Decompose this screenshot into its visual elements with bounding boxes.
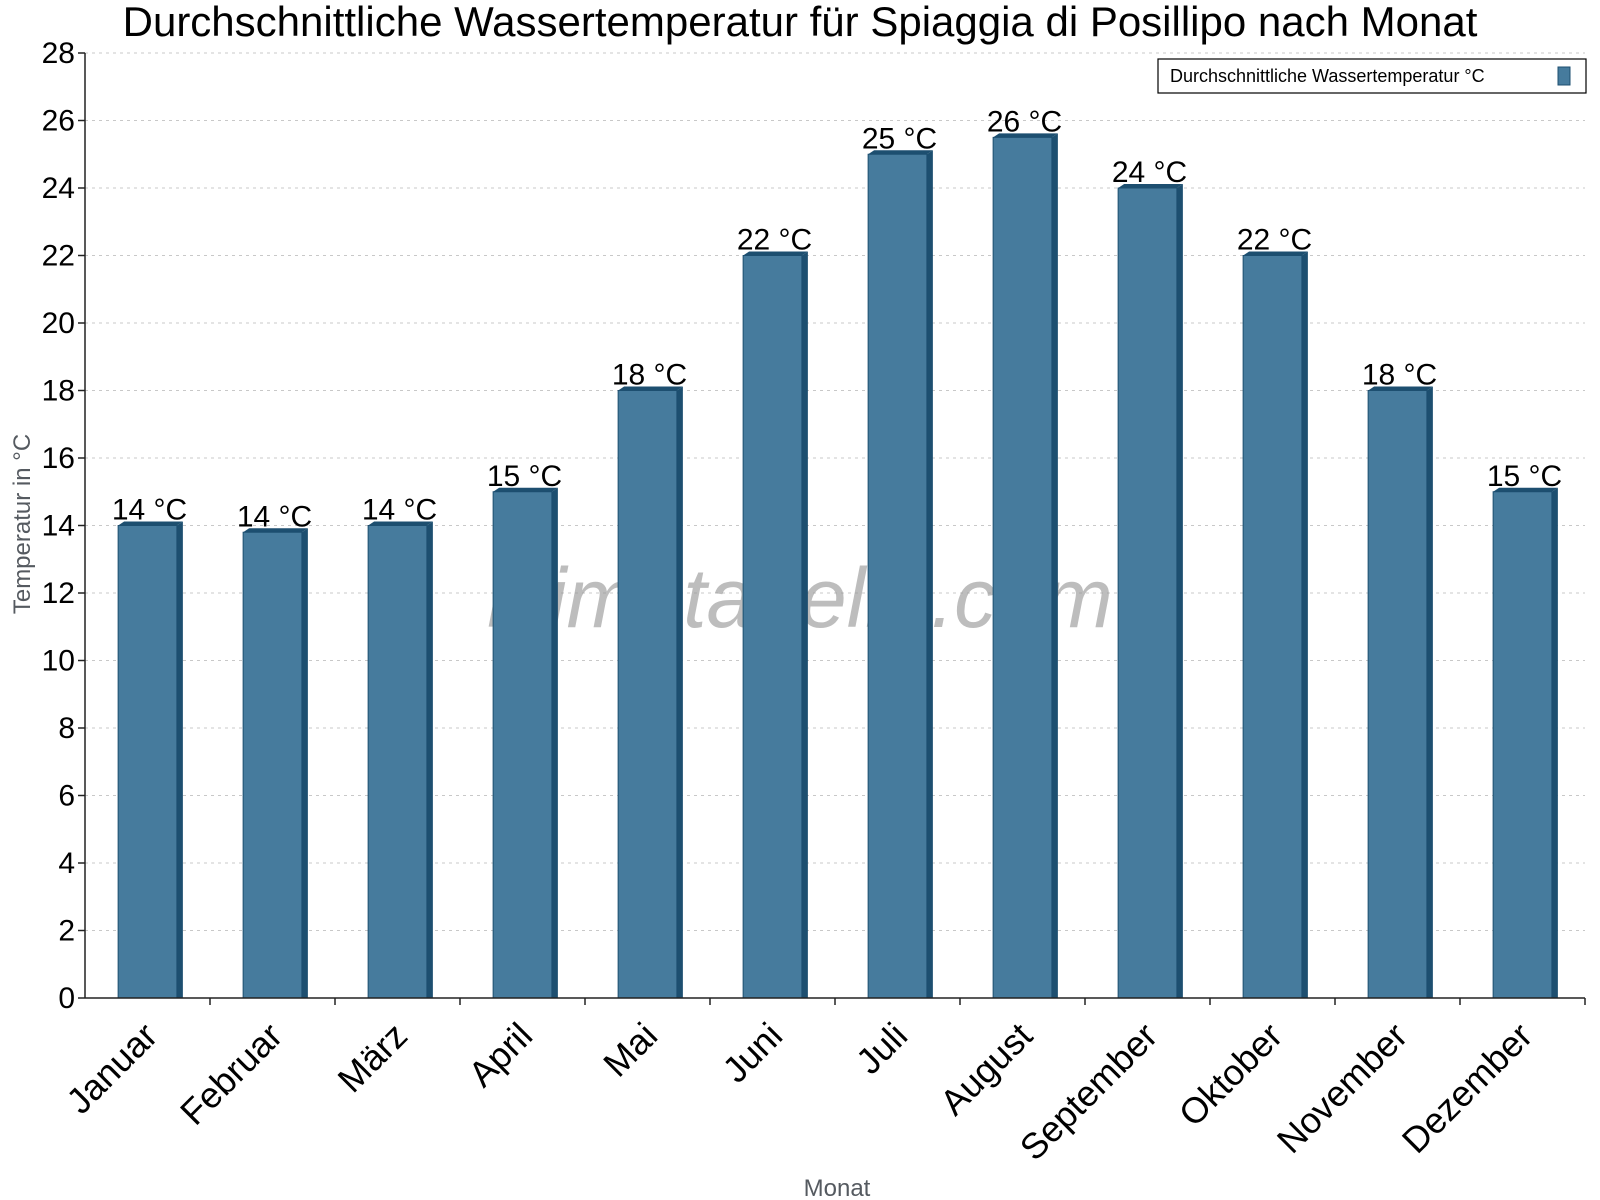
bar-side <box>926 150 933 998</box>
legend: Durchschnittliche Wassertemperatur °C <box>1157 58 1587 94</box>
bar-value-label: 18 °C <box>612 359 687 392</box>
axes <box>78 52 1586 1005</box>
bar-value-label: 22 °C <box>737 224 812 257</box>
bar <box>617 390 678 999</box>
bar <box>492 491 553 999</box>
y-tick-label: 12 <box>42 577 75 610</box>
y-tick-label: 24 <box>42 172 75 205</box>
legend-swatch <box>1557 66 1571 86</box>
bar-side <box>1176 184 1183 998</box>
bar-top <box>868 150 933 155</box>
bar-side <box>1426 386 1433 998</box>
y-tick-label: 6 <box>58 780 75 813</box>
y-tick-label: 22 <box>42 240 75 273</box>
bar-side <box>1551 487 1558 998</box>
bar <box>1242 255 1303 999</box>
bar-value-label: 25 °C <box>862 122 937 155</box>
y-tick-label: 16 <box>42 442 75 475</box>
bar-top <box>118 521 183 526</box>
bar <box>367 525 428 999</box>
x-axis-label: Monat <box>804 1175 871 1200</box>
bar-top <box>243 528 308 533</box>
data-labels: 14 °C 14 °C 14 °C 15 °C 18 °C 22 °C 25 °C 26 °C… <box>112 105 1562 533</box>
legend-box <box>1157 58 1587 94</box>
bar <box>992 136 1053 999</box>
bar-value-label: 24 °C <box>1112 156 1187 189</box>
bar <box>742 255 803 999</box>
legend-label: Durchschnittliche Wassertemperatur °C <box>1170 66 1485 86</box>
y-tick-label: 28 <box>42 37 75 70</box>
bar <box>1367 390 1428 999</box>
y-tick-label: 10 <box>42 645 75 678</box>
bar-value-label: 14 °C <box>112 494 187 527</box>
bar-side <box>676 386 683 998</box>
bar-top <box>493 487 558 492</box>
bar-top <box>1368 386 1433 391</box>
bar-value-label: 22 °C <box>1237 224 1312 257</box>
y-tick-label: 0 <box>58 982 75 1015</box>
bar-value-label: 14 °C <box>237 500 312 533</box>
bar <box>242 531 303 999</box>
y-tick-label: 18 <box>42 375 75 408</box>
bar-side <box>1051 133 1058 998</box>
y-tick-label: 26 <box>42 105 75 138</box>
bar-top <box>993 133 1058 138</box>
bar <box>117 525 178 999</box>
bar-value-label: 15 °C <box>1487 460 1562 493</box>
bar-side <box>176 521 183 998</box>
y-tick-label: 4 <box>58 847 75 880</box>
bars <box>117 133 1558 999</box>
bar-side <box>1301 251 1308 998</box>
y-axis-label: Temperatur in °C <box>9 434 36 614</box>
bar-side <box>801 251 808 998</box>
bar-side <box>426 521 433 998</box>
bar-top <box>618 386 683 391</box>
bar <box>1492 491 1553 999</box>
bar-value-label: 18 °C <box>1362 359 1437 392</box>
bar-top <box>1493 487 1558 492</box>
gridlines <box>85 52 1585 931</box>
bar <box>1117 187 1178 999</box>
y-tick-label: 8 <box>58 712 75 745</box>
bar-top <box>1118 184 1183 188</box>
y-tick-label: 14 <box>42 510 75 543</box>
y-tick-label: 20 <box>42 307 75 340</box>
bar-side <box>551 487 558 998</box>
bar <box>867 153 928 999</box>
bar-value-label: 26 °C <box>987 105 1062 138</box>
bar-top <box>743 251 808 256</box>
bar-value-label: 15 °C <box>487 460 562 493</box>
y-tick-label: 2 <box>58 915 75 948</box>
bar-top <box>368 521 433 526</box>
bar-value-label: 14 °C <box>362 494 437 527</box>
bar-side <box>301 528 308 998</box>
chart-title: Durchschnittliche Wassertemperatur für S… <box>123 0 1478 45</box>
bar-top <box>1243 251 1308 256</box>
